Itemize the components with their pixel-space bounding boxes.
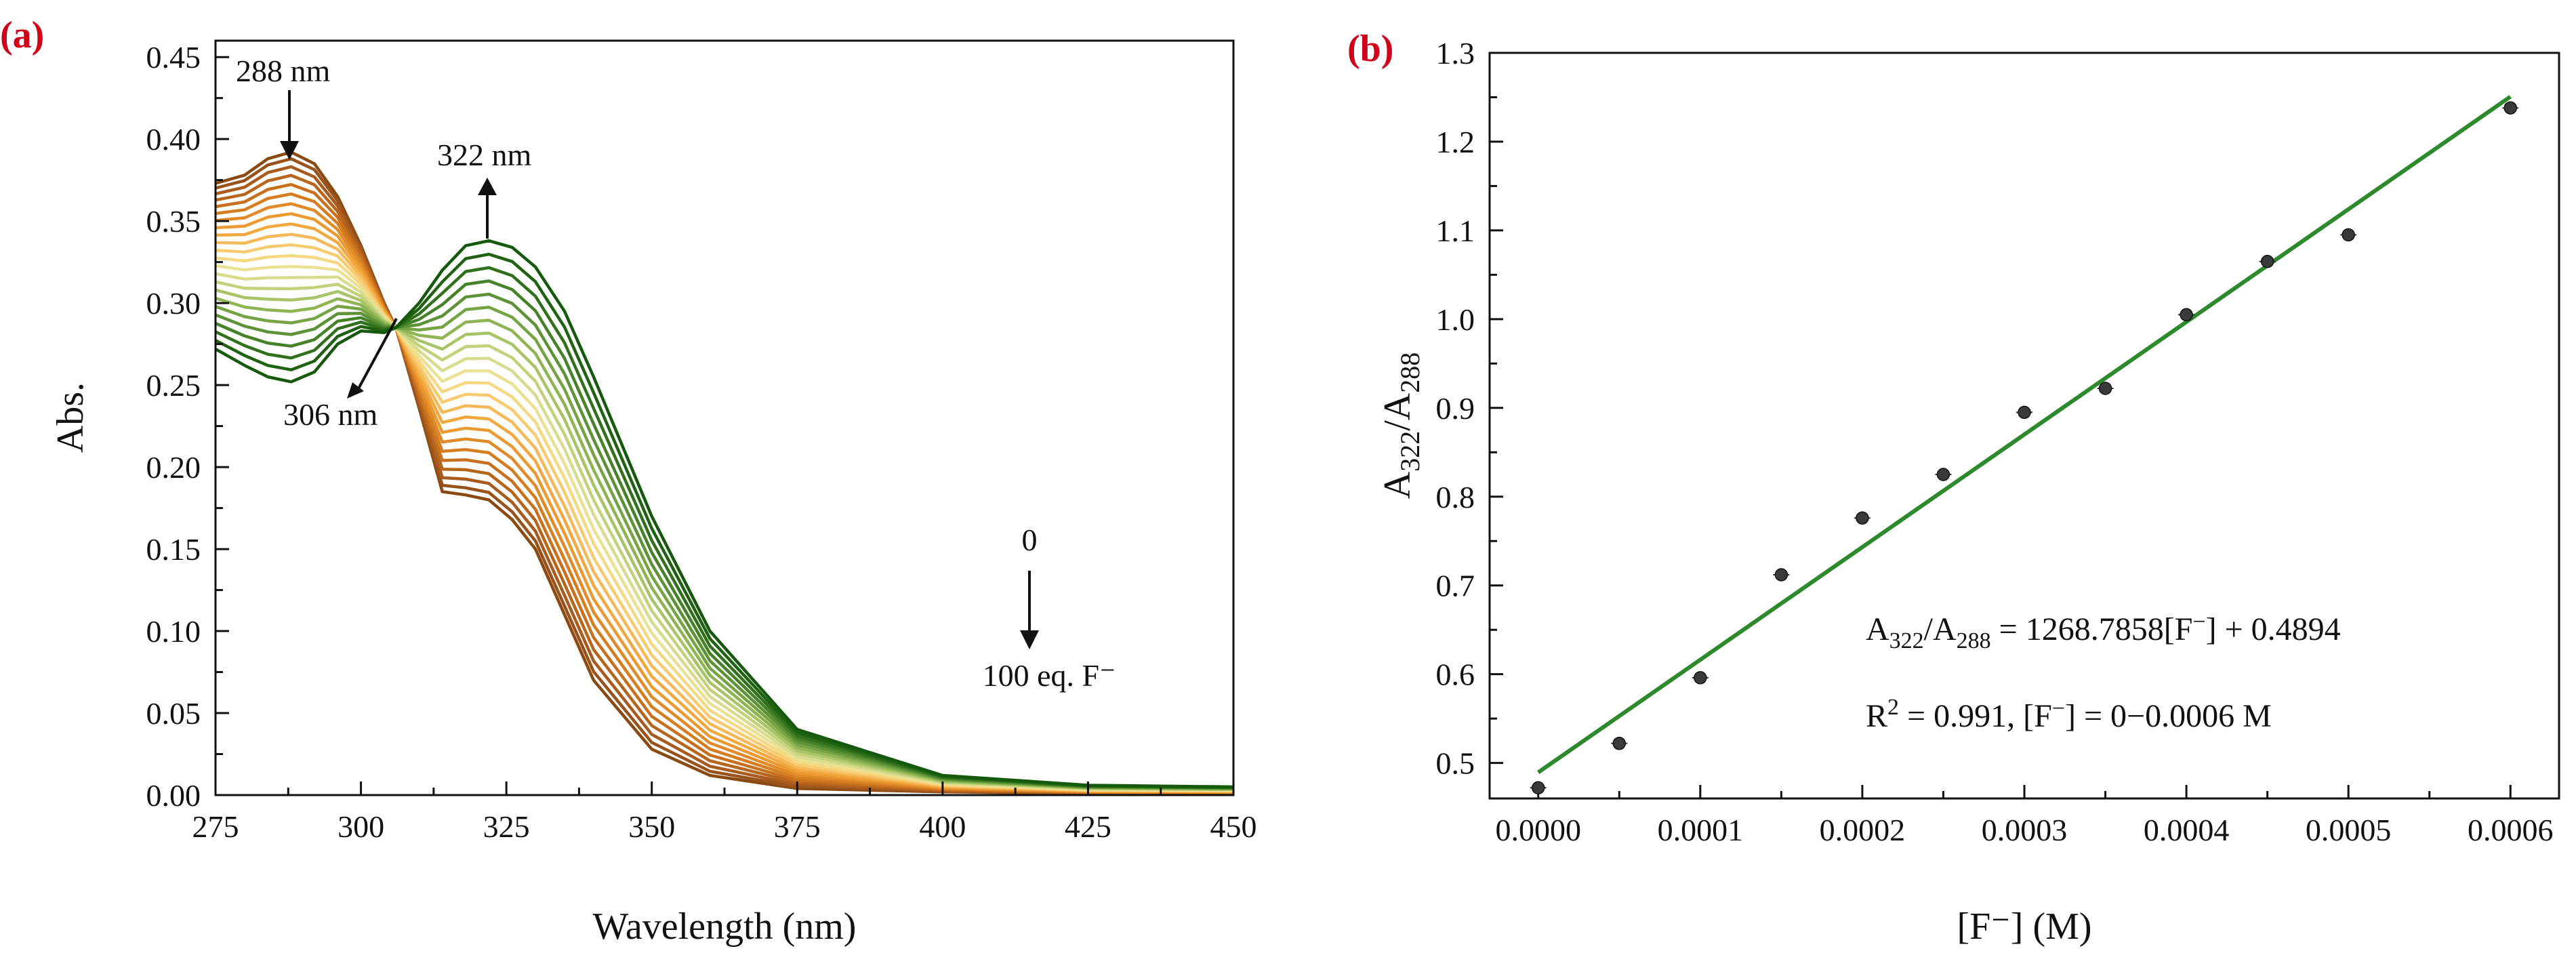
panel-a-y-tick-label: 0.25: [146, 368, 201, 403]
spectrum-series-13: [215, 272, 1234, 792]
panel-b-y-tick-label: 0.5: [1436, 746, 1475, 781]
spectrum-series-1: [215, 157, 1234, 795]
data-point: [2018, 405, 2031, 420]
panel-b-plot-frame: [1488, 52, 2560, 800]
panel-a-series-group: [214, 150, 1234, 795]
panel-b-y-tick-label: 1.2: [1436, 125, 1475, 159]
spectrum-series-17: [215, 304, 1234, 790]
spectrum-series-5: [215, 192, 1234, 794]
panel-a-x-tick-label: 450: [1210, 809, 1257, 844]
spectrum-series-22: [214, 239, 1234, 789]
panel-a-y-tick-label: 0.35: [146, 204, 201, 239]
spectrum-series-3: [215, 174, 1234, 794]
spectrum-series-18: [215, 292, 1234, 790]
panel-b-x-tick-label: 0.0002: [1820, 813, 1906, 847]
panel-a-x-tick-label: 350: [628, 809, 675, 844]
panel-a-x-axis-title: Wavelength (nm): [593, 906, 857, 948]
panel-a-x-tick-label: 425: [1065, 809, 1111, 844]
panel-a-axis-ticks: 275 300 325 350 375 400 425 450 0.00 0.05 0.10 0.15…: [146, 40, 1257, 844]
spectrum-series-4: [215, 182, 1234, 794]
panel-a-y-tick-label: 0.05: [146, 696, 201, 731]
arrow-322nm-head: [478, 178, 497, 195]
panel-a-y-tick-label: 0.40: [146, 122, 201, 157]
panel-a-y-tick-label: 0.15: [146, 532, 201, 567]
fit-r2: R2 = 0.991, [F−] = 0−0.0006 M: [1866, 695, 2272, 734]
spectrum-series-15: [215, 288, 1234, 791]
panel-a-x-tick-label: 325: [483, 809, 530, 844]
panel-a-y-axis-title: Abs.: [49, 382, 91, 453]
panel-a-label: (a): [0, 14, 44, 56]
spectrum-series-10: [215, 243, 1234, 792]
data-point: [2503, 101, 2518, 115]
fit-equation: A322/A288 = 1268.7858[F−] + 0.4894: [1866, 609, 2341, 653]
annotation-titration-end: 100 eq. F⁻: [983, 658, 1116, 693]
panel-b-y-tick-label: 0.6: [1436, 657, 1475, 692]
spectrum-series-14: [215, 280, 1234, 792]
panel-b-x-axis-title: [F⁻] (M): [1957, 906, 2091, 948]
spectrum-series-21: [214, 252, 1234, 789]
panel-b-x-tick-label: 0.0000: [1495, 813, 1581, 847]
data-point: [2098, 382, 2112, 395]
spectrum-series-7: [215, 212, 1234, 794]
panel-b-y-tick-label: 1.3: [1436, 36, 1475, 70]
panel-b-linear-fit-chart: (b) 0.0000 0.0001 0.0002 0.0003 0.0004 0.0005…: [1347, 28, 2560, 948]
spectrum-series-11: [215, 254, 1234, 792]
data-point: [1856, 511, 1869, 525]
panel-b-y-tick-label: 0.8: [1436, 480, 1475, 514]
panel-a-y-tick-label: 0.45: [146, 40, 201, 75]
spectrum-series-0: [215, 150, 1233, 795]
panel-b-points-group: [1530, 101, 2519, 795]
annotation-306nm: 306 nm: [283, 397, 378, 432]
spectrum-series-6: [215, 202, 1234, 794]
arrow-titration-head: [1020, 630, 1039, 649]
data-point: [1531, 781, 1545, 795]
data-point: [1936, 468, 1950, 481]
spectrum-series-20: [215, 266, 1234, 790]
panel-a-x-tick-label: 400: [919, 809, 966, 844]
panel-b-y-tick-label: 0.9: [1436, 391, 1475, 426]
panel-b-x-tick-label: 0.0003: [1982, 813, 2068, 847]
spectrum-series-2: [215, 165, 1234, 795]
data-point: [1774, 568, 1788, 582]
panel-b-y-tick-label: 1.0: [1436, 302, 1475, 337]
annotation-288nm: 288 nm: [236, 54, 331, 88]
fit-line: [1537, 95, 2512, 774]
panel-a-x-tick-label: 300: [338, 809, 384, 844]
panel-b-fit-group: [1537, 95, 2512, 774]
data-point: [2180, 308, 2193, 322]
panel-a-x-tick-label: 375: [774, 809, 821, 844]
data-point: [2342, 228, 2355, 242]
spectrum-series-12: [215, 264, 1234, 792]
arrow-306nm-head: [347, 382, 364, 399]
panel-b-label: (b): [1347, 28, 1393, 70]
data-point: [2260, 254, 2274, 268]
panel-b-x-tick-label: 0.0004: [2144, 813, 2230, 847]
data-point: [1694, 671, 1707, 685]
panel-a-y-tick-label: 0.30: [146, 286, 201, 321]
spectrum-series-19: [215, 279, 1234, 790]
arrow-306nm: [356, 318, 398, 390]
spectrum-series-16: [215, 296, 1234, 791]
spectrum-series-9: [215, 232, 1234, 793]
panel-b-y-tick-label: 0.7: [1436, 569, 1475, 603]
panel-b-x-tick-label: 0.0006: [2468, 813, 2554, 847]
panel-b-x-tick-label: 0.0001: [1658, 813, 1744, 847]
spectrum-series-8: [215, 222, 1234, 793]
panel-b-y-tick-label: 1.1: [1436, 214, 1475, 248]
panel-a-y-tick-label: 0.00: [146, 778, 201, 813]
annotation-322nm: 322 nm: [437, 138, 532, 172]
data-point: [1612, 737, 1627, 750]
panel-b-axis-ticks: 0.0000 0.0001 0.0002 0.0003 0.0004 0.0005 0.00…: [1436, 36, 2554, 847]
panel-b-y-axis-title: A322/A288: [1376, 352, 1425, 499]
panel-a-spectra-chart: (a) 275 300 325 350 375 400 425 450 0.00 0.05 0.10…: [0, 14, 1257, 948]
panel-b-x-tick-label: 0.0005: [2306, 813, 2392, 847]
panel-a-y-tick-label: 0.20: [146, 450, 201, 485]
arrow-288nm-head: [280, 141, 299, 160]
panel-a-y-tick-label: 0.10: [146, 614, 201, 649]
panel-a-x-tick-label: 275: [192, 809, 239, 844]
annotation-titration-start: 0: [1022, 523, 1038, 557]
